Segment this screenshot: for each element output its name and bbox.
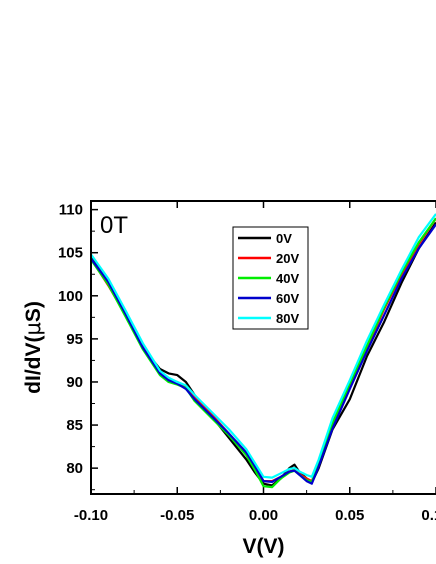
axes: -0.10 -0.05 0.00 0.05 0.10 80 85 90 95 100 105 110	[58, 201, 436, 524]
y-axis-title-prefix: dI/dV(	[22, 336, 45, 394]
legend-label: 40V	[276, 271, 299, 286]
series-line-40V	[90, 217, 436, 489]
legend: 0V 20V 40V 60V 80V	[232, 226, 309, 330]
legend-label: 20V	[276, 251, 299, 266]
y-axis-title: dI/dV(μS)	[21, 301, 45, 394]
y-tick-label: 85	[66, 417, 83, 434]
x-tick-label: 0.00	[249, 507, 278, 524]
series-group	[90, 213, 436, 489]
legend-label: 0V	[276, 231, 292, 246]
x-tick-label: 0.10	[421, 507, 436, 524]
series-line-0V	[90, 221, 436, 487]
y-tick-label: 110	[59, 202, 83, 219]
y-tick-label: 95	[66, 331, 83, 348]
x-tick-label: 0.05	[335, 507, 364, 524]
series-line-80V	[90, 213, 436, 479]
plot-frame	[90, 200, 436, 495]
y-tick-label: 80	[66, 460, 83, 477]
x-tick-label: -0.10	[74, 507, 108, 524]
series-line-60V	[90, 223, 436, 485]
y-tick-label: 105	[58, 245, 83, 262]
x-axis-title: V(V)	[243, 535, 285, 558]
field-annotation: 0T	[100, 212, 128, 239]
legend-label: 80V	[276, 311, 299, 326]
y-tick-label: 90	[66, 374, 83, 391]
y-axis-title-mu: μ	[21, 322, 45, 335]
x-tick-label: -0.05	[160, 507, 194, 524]
y-tick-label: 100	[58, 288, 83, 305]
legend-label: 60V	[276, 291, 299, 306]
y-axis-title-suffix: S)	[22, 301, 45, 322]
